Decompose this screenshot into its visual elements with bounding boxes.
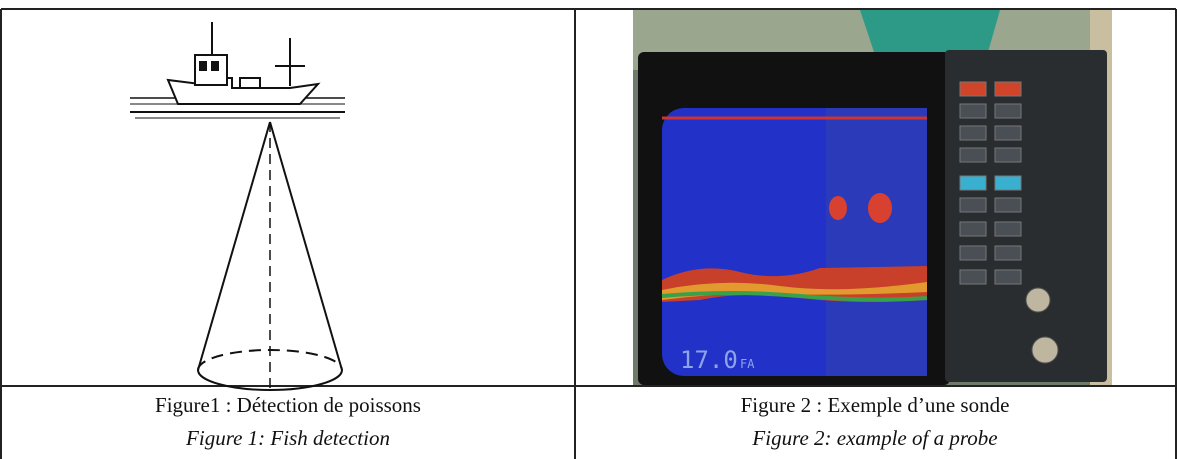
- sounder-photo: 17.0 FA: [633, 10, 1112, 385]
- table-borders: [0, 8, 1177, 459]
- display-unit: FA: [740, 357, 755, 371]
- caption-en: Figure 2: example of a probe: [751, 426, 997, 450]
- caption-fr: Figure 2 : Exemple d’une sonde: [741, 393, 1010, 417]
- fish-detection-drawing: [130, 22, 345, 391]
- display-reading: 17.0: [680, 346, 738, 374]
- caption-en: Figure 1: Fish detection: [185, 426, 390, 450]
- caption-fr: Figure1 : Détection de poissons: [155, 393, 421, 417]
